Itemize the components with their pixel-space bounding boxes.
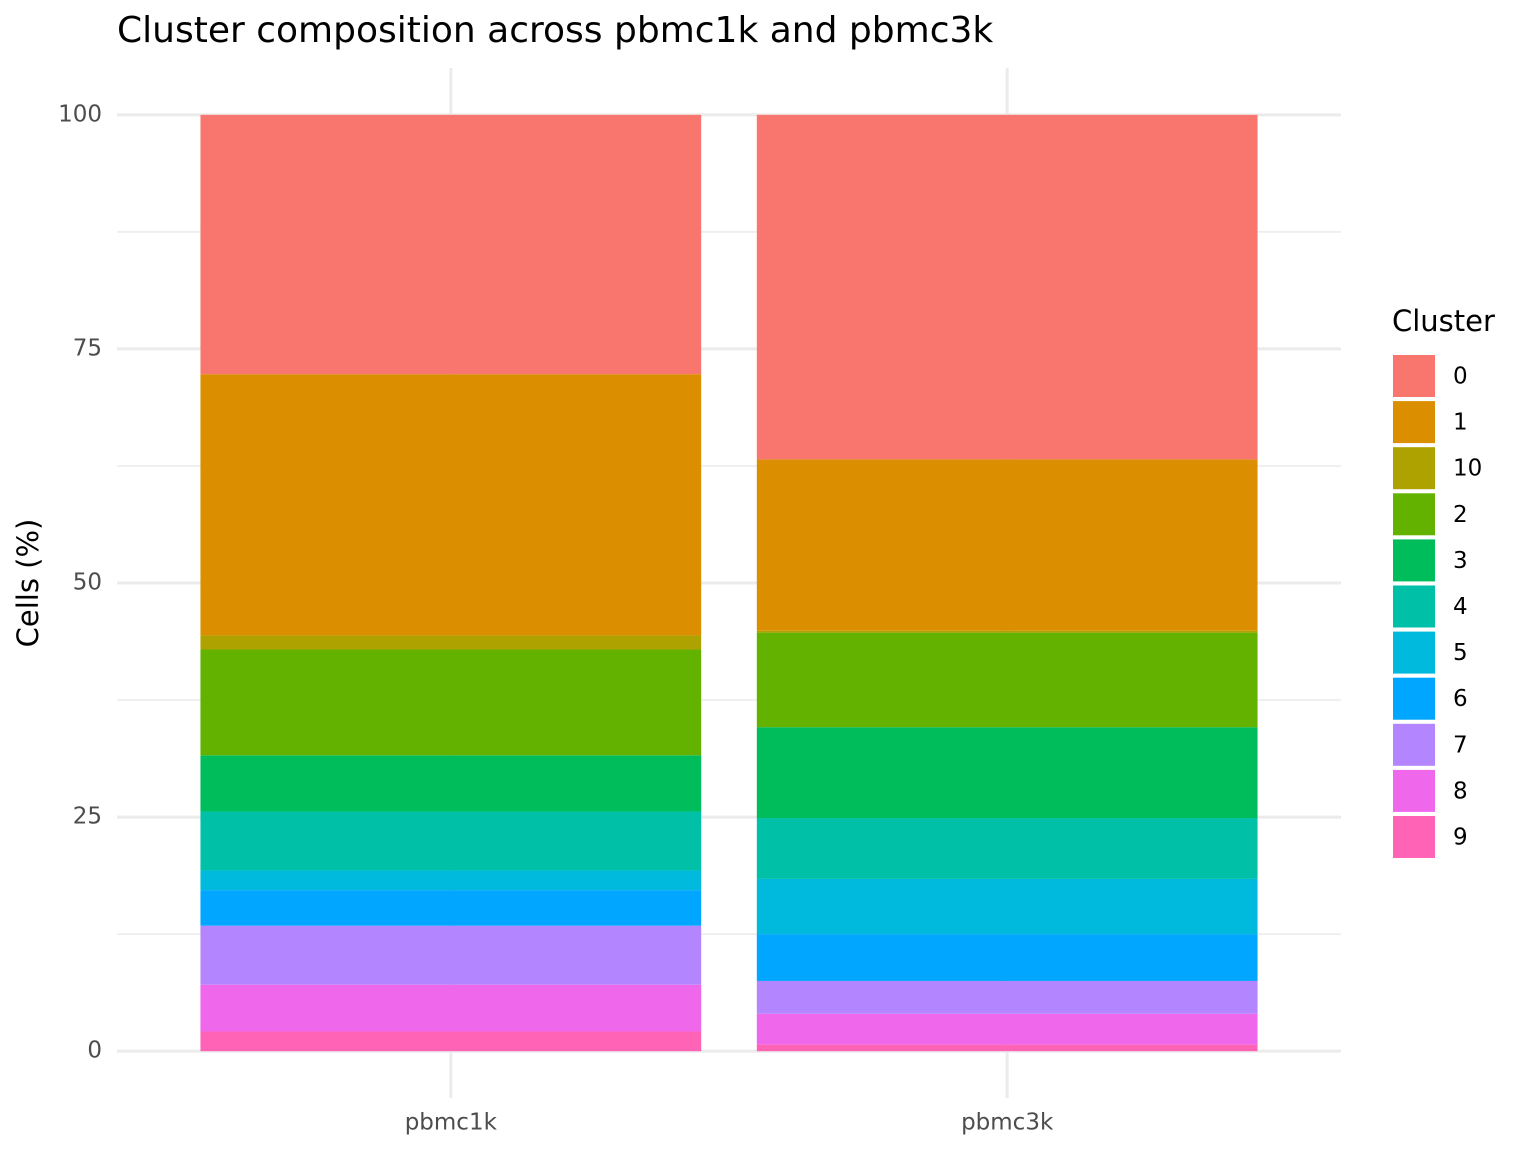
y-tick-label: 25: [73, 804, 102, 830]
legend-label: 5: [1453, 640, 1468, 666]
bar-segment: [756, 630, 1258, 633]
bar-segment: [200, 1031, 702, 1052]
legend-key: [1393, 401, 1435, 444]
y-tick-label: 0: [87, 1038, 102, 1064]
bar-segment: [756, 934, 1258, 981]
legend-label: 0: [1453, 364, 1468, 390]
legend-label: 6: [1453, 686, 1468, 712]
legend-key: [1393, 723, 1435, 766]
legend-label: 2: [1453, 502, 1468, 528]
legend-key: [1393, 769, 1435, 812]
legend-key: [1393, 677, 1435, 720]
bar-segment: [200, 374, 702, 636]
legend-label: 9: [1453, 825, 1468, 851]
chart-title: Cluster composition across pbmc1k and pb…: [117, 10, 993, 51]
legend-label: 8: [1453, 778, 1468, 804]
bar-segment: [200, 649, 702, 756]
legend-label: 3: [1453, 548, 1468, 574]
bar-segment: [200, 984, 702, 1032]
legend-label: 4: [1453, 594, 1468, 620]
legend-label: 7: [1453, 732, 1468, 758]
bar-segment: [200, 114, 702, 375]
bar-segment: [756, 818, 1258, 879]
bar-segment: [200, 890, 702, 926]
y-tick-label: 50: [73, 570, 102, 596]
x-tick-label: pbmc3k: [961, 1110, 1054, 1136]
y-axis-label: Cells (%): [11, 519, 45, 648]
legend-key: [1393, 493, 1435, 536]
bar-segment: [756, 114, 1258, 460]
bar-segment: [200, 870, 702, 891]
y-tick-label: 75: [73, 335, 102, 361]
bar-segment: [200, 811, 702, 871]
bar-segment: [756, 459, 1258, 631]
bar-segment: [756, 1013, 1258, 1045]
bar-segment: [200, 925, 702, 985]
legend-key: [1393, 816, 1435, 858]
x-tick-label: pbmc1k: [405, 1110, 498, 1136]
legend-label: 1: [1453, 410, 1468, 436]
bar-segment: [756, 1044, 1258, 1052]
bar-segment: [756, 878, 1258, 935]
bar-segment: [756, 727, 1258, 819]
bar-segment: [200, 755, 702, 812]
legend-key: [1393, 585, 1435, 628]
legend-key: [1393, 355, 1435, 397]
legend-title: Cluster: [1392, 304, 1495, 338]
y-tick-label: 100: [58, 101, 102, 127]
bar-segment: [756, 632, 1258, 728]
legend-key: [1393, 447, 1435, 490]
legend-key: [1393, 631, 1435, 674]
bar-segment: [756, 980, 1258, 1014]
legend-label: 10: [1453, 456, 1482, 482]
legend-key: [1393, 539, 1435, 582]
bar-segment: [200, 635, 702, 650]
